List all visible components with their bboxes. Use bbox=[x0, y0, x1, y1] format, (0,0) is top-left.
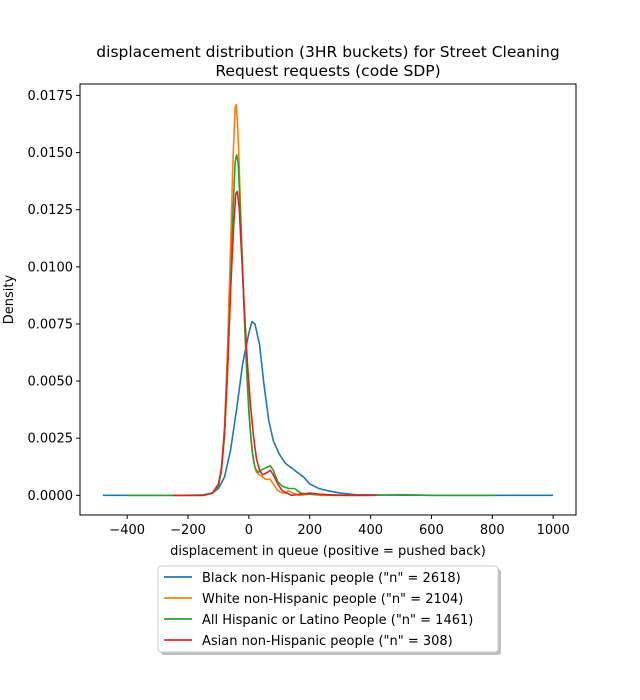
series-line-4 bbox=[172, 190, 377, 497]
y-tick-label: 0.0175 bbox=[28, 89, 74, 104]
x-tick-label: 600 bbox=[419, 523, 444, 538]
y-axis: 0.0000 0.0025 0.0050 0.0075 0.0100 0.0125 0.01… bbox=[28, 89, 80, 504]
x-tick-label: 1000 bbox=[537, 523, 570, 538]
y-tick-label: 0.0125 bbox=[28, 203, 74, 218]
plot-area-frame bbox=[79, 83, 577, 516]
series-line-3 bbox=[127, 154, 496, 497]
legend-label: All Hispanic or Latino People ("n" = 146… bbox=[202, 613, 473, 628]
x-tick-label: −400 bbox=[109, 523, 145, 538]
y-tick-label: 0.0025 bbox=[28, 432, 74, 447]
x-tick-label: −200 bbox=[170, 523, 206, 538]
series-line-1 bbox=[102, 320, 554, 497]
legend-label: Asian non-Hispanic people ("n" = 308) bbox=[202, 634, 453, 649]
chart-title-line-2: Request requests (code SDP) bbox=[215, 62, 440, 80]
y-tick-label: 0.0150 bbox=[28, 146, 74, 161]
x-tick-label: 0 bbox=[245, 523, 253, 538]
y-tick-label: 0.0000 bbox=[28, 489, 74, 504]
legend: Black non-Hispanic people ("n" = 2618) Wh… bbox=[157, 565, 501, 655]
y-tick-label: 0.0050 bbox=[28, 375, 74, 390]
chart-title-line-1: displacement distribution (3HR buckets) … bbox=[96, 43, 559, 61]
legend-label: Black non-Hispanic people ("n" = 2618) bbox=[202, 571, 461, 586]
x-tick-label: 800 bbox=[480, 523, 505, 538]
x-axis: −400 −200 0 200 400 600 800 1000 bbox=[109, 515, 570, 538]
x-axis-label: displacement in queue (positive = pushed… bbox=[170, 544, 486, 559]
series-layer bbox=[102, 103, 554, 497]
x-tick-label: 200 bbox=[297, 523, 322, 538]
y-tick-label: 0.0075 bbox=[28, 317, 74, 332]
y-axis-label: Density bbox=[2, 274, 17, 324]
legend-label: White non-Hispanic people ("n" = 2104) bbox=[202, 592, 463, 607]
x-tick-label: 400 bbox=[358, 523, 383, 538]
y-tick-label: 0.0100 bbox=[28, 260, 74, 275]
